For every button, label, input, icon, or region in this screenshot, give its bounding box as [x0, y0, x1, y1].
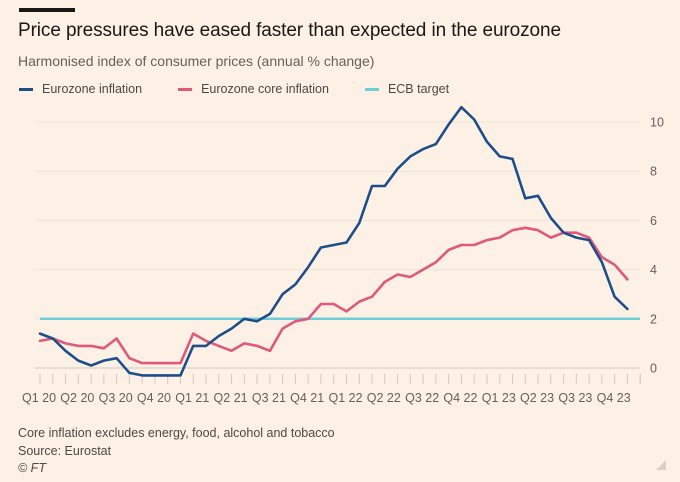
- x-tick-label: Q2 23: [520, 391, 554, 405]
- footnote: Core inflation excludes energy, food, al…: [18, 426, 335, 440]
- x-tick-label: Q1 21: [175, 391, 209, 405]
- legend-label: Eurozone inflation: [42, 82, 143, 96]
- y-tick-label: 6: [650, 214, 657, 228]
- legend-item-core-inflation: Eurozone core inflation: [178, 82, 329, 96]
- chart-subtitle: Harmonised index of consumer prices (ann…: [18, 53, 375, 69]
- x-tick-label: Q3 23: [558, 391, 592, 405]
- legend-label: Eurozone core inflation: [201, 82, 329, 96]
- legend-swatch-eurozone-inflation: [19, 87, 33, 91]
- x-tick-label: Q3 20: [99, 391, 133, 405]
- y-tick-label: 4: [650, 263, 657, 277]
- legend-swatch-core-inflation: [178, 87, 193, 91]
- x-tick-label: Q3 21: [252, 391, 286, 405]
- x-tick-label: Q3 22: [405, 391, 439, 405]
- resize-handle-icon: [656, 460, 666, 470]
- ft-brand-bar: [19, 8, 75, 12]
- legend-swatch-ecb-target: [364, 87, 379, 91]
- x-tick-label: Q2 21: [214, 391, 248, 405]
- y-tick-label: 8: [650, 165, 657, 179]
- series-lines: [38, 105, 640, 377]
- x-tick-label: Q4 22: [443, 391, 477, 405]
- source-note: Source: Eurostat: [18, 444, 112, 458]
- y-tick-label: 0: [650, 362, 657, 376]
- series-line-core-inflation: [38, 226, 629, 365]
- x-tick-label: Q1 23: [482, 391, 516, 405]
- legend: Eurozone inflation Eurozone core inflati…: [19, 82, 485, 96]
- legend-item-ecb-target: ECB target: [364, 82, 450, 96]
- y-tick-label: 10: [650, 116, 664, 130]
- chart-title: Price pressures have eased faster than e…: [18, 20, 561, 41]
- x-tick-label: Q4 23: [597, 391, 631, 405]
- y-tick-label: 2: [650, 312, 657, 326]
- series-line-eurozone-inflation: [38, 105, 629, 377]
- x-tick-label: Q2 22: [367, 391, 401, 405]
- x-tick-label: Q4 20: [137, 391, 171, 405]
- legend-label: ECB target: [387, 82, 450, 96]
- x-tick-label: Q2 20: [60, 391, 94, 405]
- copyright: © FT: [18, 461, 46, 475]
- x-tick-label: Q1 20: [22, 391, 56, 405]
- x-tick-label: Q4 21: [290, 391, 324, 405]
- legend-item-eurozone-inflation: Eurozone inflation: [19, 82, 142, 96]
- x-tick-label: Q1 22: [328, 391, 362, 405]
- y-axis: 0 2 4 6 8 10: [650, 116, 664, 376]
- x-axis: Q1 20 Q2 20 Q3 20 Q4 20 Q1 21 Q2 21 Q3 21 Q4 21…: [22, 374, 641, 405]
